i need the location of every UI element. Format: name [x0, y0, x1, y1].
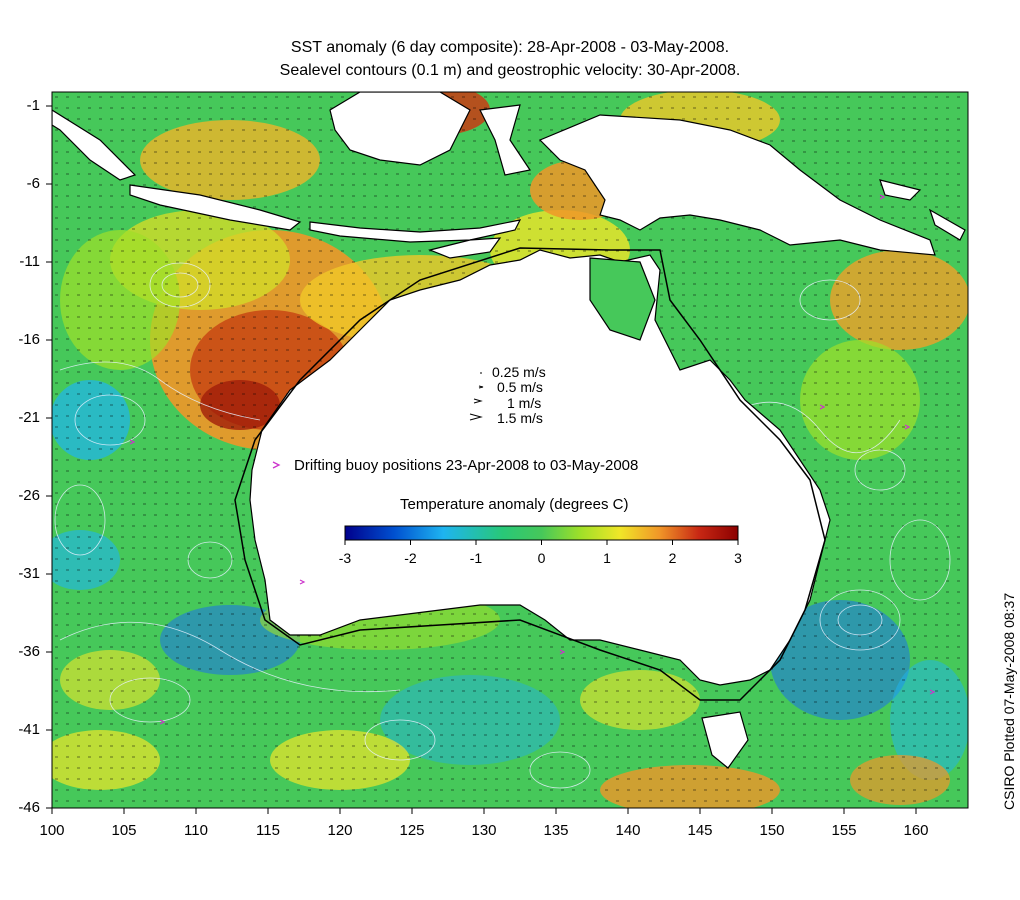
buoy-legend-label: Drifting buoy positions 23-Apr-2008 to 0… [294, 457, 639, 474]
x-tick-label: 160 [903, 822, 929, 839]
colorbar-tick-label: -3 [338, 550, 352, 566]
x-tick-label: 110 [184, 822, 208, 839]
sulawesi [479, 104, 531, 176]
gulf-of-carpentaria [589, 257, 656, 341]
y-tick-label: -41 [18, 721, 40, 738]
colorbar-tick-label: 2 [668, 550, 677, 566]
borneo [329, 92, 471, 166]
x-tick-label: 100 [39, 822, 65, 839]
new-britain [879, 179, 922, 201]
solomon-islands [928, 208, 966, 241]
sealevel-contours [54, 262, 951, 789]
continental-shelf-contour [234, 247, 826, 701]
map-title: SST anomaly (6 day composite): 28-Apr-20… [290, 39, 730, 56]
x-tick-label: 150 [759, 822, 785, 839]
y-tick-label: -31 [18, 565, 40, 582]
y-tick-label: -11 [19, 253, 40, 270]
x-tick-label: 105 [111, 822, 137, 839]
x-tick-label: 115 [256, 822, 280, 839]
x-tick-label: 125 [399, 822, 425, 839]
colorbar-tick-label: -2 [404, 550, 417, 566]
drifting-buoy-markers [129, 194, 936, 725]
plot-area [52, 92, 968, 808]
colorbar-title: Temperature anomaly (degrees C) [400, 496, 629, 513]
map-subtitle: Sealevel contours (0.1 m) and geostrophi… [279, 62, 741, 79]
y-tick-label: -21 [18, 409, 40, 426]
x-tick-label: 135 [543, 822, 569, 839]
x-tick-label: 155 [831, 822, 857, 839]
velocity-legend-label: 0.25 m/s [492, 364, 546, 380]
colorbar [344, 525, 739, 541]
y-tick-label: -26 [18, 487, 40, 504]
y-tick-label: -16 [18, 331, 40, 348]
velocity-legend-arrows [469, 372, 484, 421]
x-tick-label: 145 [687, 822, 713, 839]
lesser-sunda [309, 219, 522, 243]
colorbar-tick-label: -1 [469, 550, 483, 566]
y-tick-label: -36 [18, 643, 40, 660]
x-tick-label: 120 [327, 822, 353, 839]
y-tick-label: -46 [18, 799, 40, 816]
sumatra [52, 109, 137, 181]
velocity-legend-label: 0.5 m/s [497, 379, 543, 395]
velocity-legend-label: 1 m/s [507, 395, 542, 411]
tasmania [701, 711, 749, 769]
plot-frame [51, 91, 969, 809]
timor [428, 237, 502, 259]
colorbar-tick-label: 1 [603, 550, 611, 566]
buoy-legend-marker [272, 461, 281, 469]
java [129, 184, 302, 231]
axis-ticks [46, 105, 917, 814]
colorbar-tick-label: 0 [537, 550, 546, 566]
x-tick-label: 130 [471, 822, 497, 839]
y-tick-label: -6 [26, 175, 40, 192]
colorbar-tick-label: 3 [734, 550, 742, 566]
x-tick-label: 140 [615, 822, 641, 839]
velocity-legend-label: 1.5 m/s [497, 410, 543, 426]
new-guinea [538, 114, 936, 256]
land-masses [52, 92, 966, 769]
colorbar-ticks [344, 540, 739, 545]
y-tick-label: -1 [26, 97, 40, 114]
plot-credit: CSIRO Plotted 07-May-2008 08:37 [1001, 592, 1017, 810]
